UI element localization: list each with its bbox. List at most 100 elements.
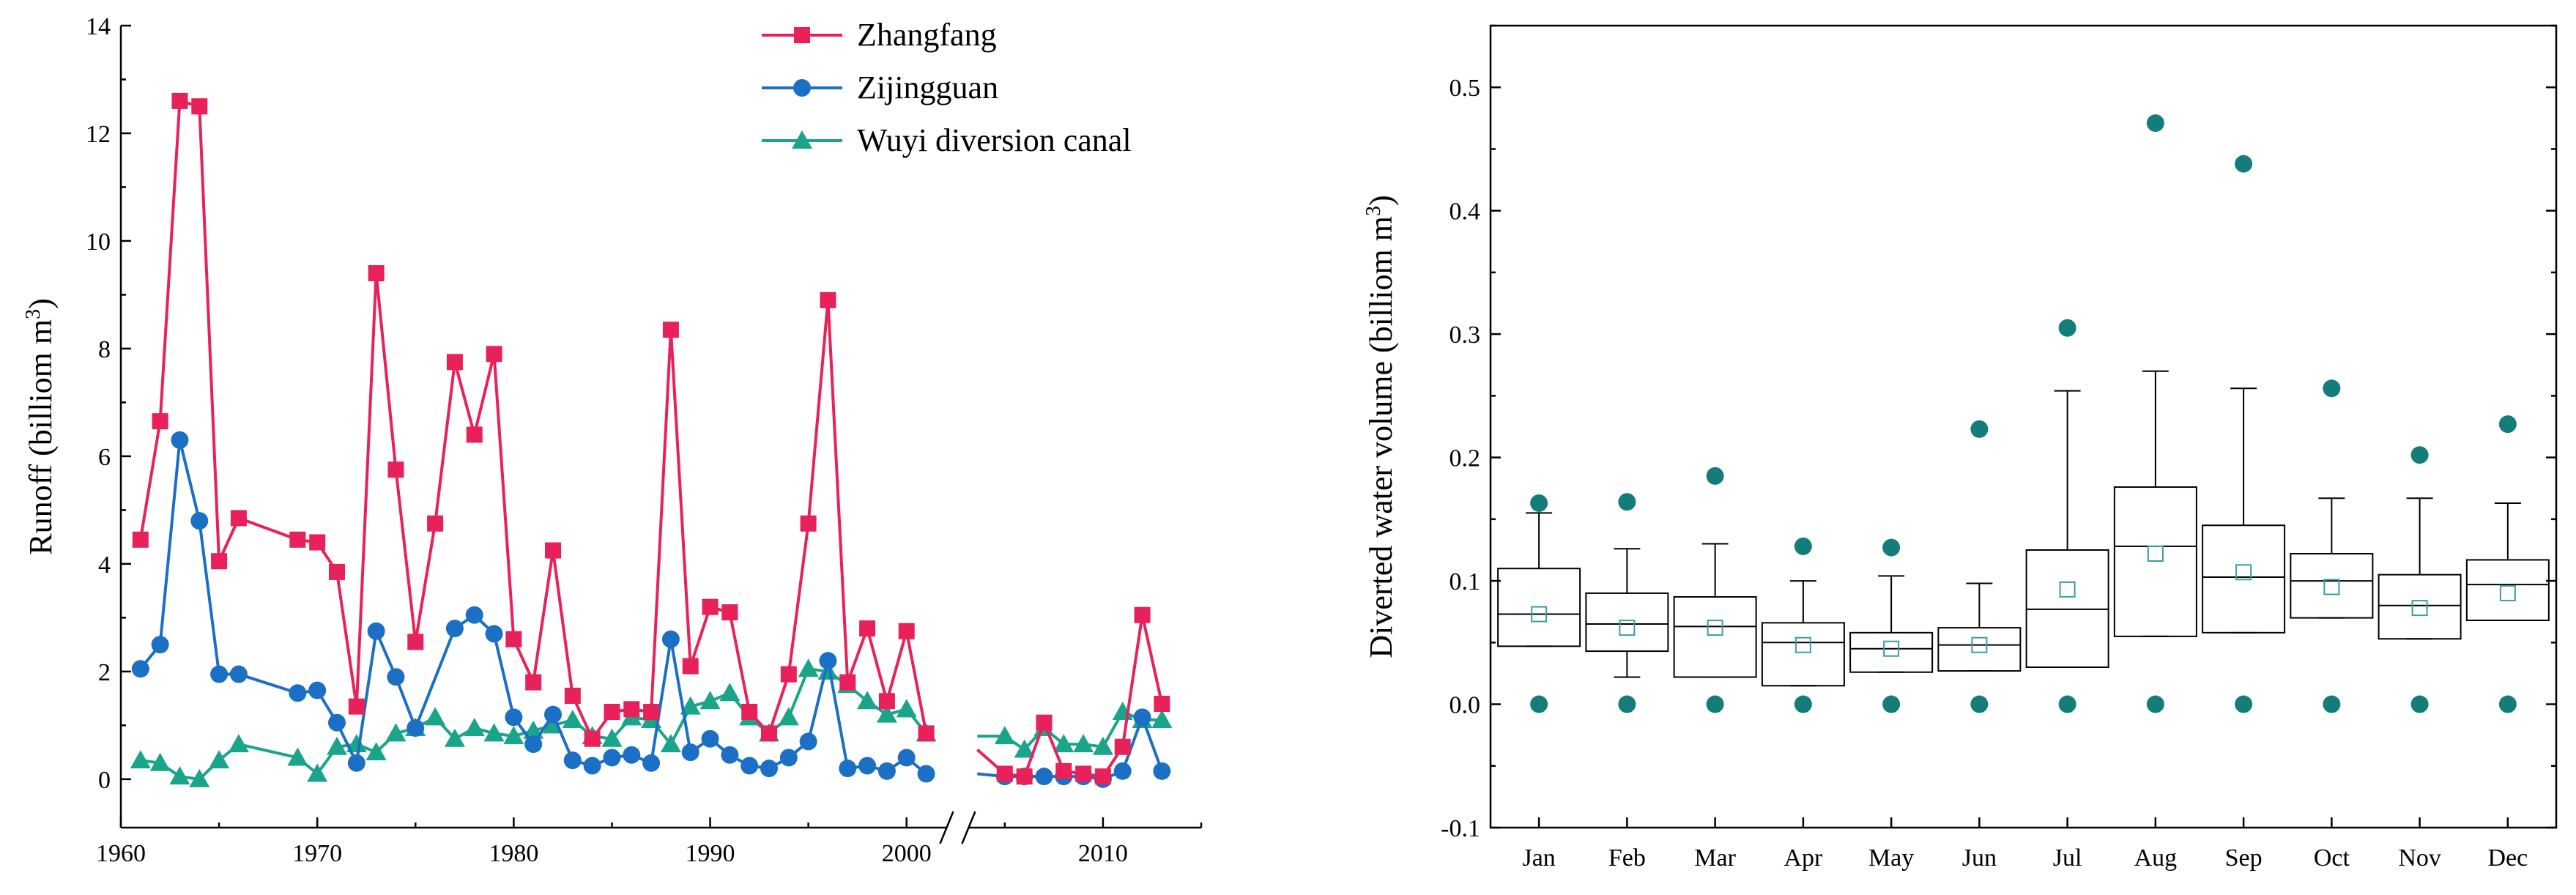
data-point (1154, 695, 1170, 712)
data-point (189, 768, 210, 787)
data-point (563, 751, 582, 770)
x-tick-label: 1960 (96, 840, 146, 867)
data-point (525, 674, 542, 691)
x-tick-label: Aug (2134, 844, 2178, 872)
data-point (1014, 739, 1035, 758)
data-point (307, 763, 328, 782)
data-point (309, 534, 326, 551)
data-point (719, 683, 740, 702)
x-tick-label: Mar (1694, 844, 1736, 872)
data-point (839, 760, 857, 778)
data-point (643, 703, 660, 720)
min-point (1530, 695, 1548, 713)
data-point (564, 687, 581, 704)
min-point (1794, 695, 1812, 713)
x-tick-label: Jun (1962, 844, 1997, 872)
data-point (169, 766, 190, 785)
data-point (839, 674, 856, 691)
y-axis-title-main: Runoff (billiom m (23, 319, 59, 555)
y-tick-label: -0.1 (1441, 815, 1480, 842)
data-point (721, 604, 738, 621)
y-tick-label: 0.5 (1450, 75, 1481, 102)
data-point (385, 723, 407, 742)
series-line (977, 710, 1162, 752)
data-point (365, 742, 387, 761)
data-point (701, 729, 719, 748)
data-point (604, 703, 620, 720)
max-point (1882, 538, 1901, 557)
y-tick-label: 0 (98, 767, 111, 794)
data-point (820, 291, 836, 308)
box-iqr (2290, 553, 2374, 619)
data-point (702, 598, 719, 615)
data-point (798, 658, 819, 677)
data-point (485, 625, 503, 643)
data-point (741, 703, 758, 720)
y-axis-title: Diverted water volume (billiom m3) (1362, 195, 1399, 658)
data-point (778, 707, 799, 726)
data-point (583, 757, 601, 775)
box-iqr (1937, 627, 2022, 672)
data-point (347, 754, 365, 772)
data-point (601, 728, 623, 747)
min-point (2323, 695, 2341, 713)
x-tick-label: 1980 (489, 840, 538, 867)
y-tick-label: 6 (98, 444, 111, 471)
box-iqr (1849, 631, 1934, 673)
data-point (760, 760, 778, 778)
data-point (505, 708, 523, 727)
x-tick-label: Feb (1608, 844, 1646, 872)
x-tick-label: 1990 (686, 840, 735, 867)
data-point (662, 322, 679, 338)
data-point (191, 98, 208, 115)
x-tick-label: 2010 (1078, 840, 1128, 867)
box-aug: Aug (2113, 114, 2197, 872)
data-point (427, 515, 444, 532)
data-point (132, 531, 149, 548)
min-point (1970, 695, 1989, 713)
x-tick-label: 1970 (292, 840, 342, 867)
min-point (1618, 695, 1636, 713)
data-point (896, 699, 917, 718)
y-tick-label: 0.4 (1450, 198, 1481, 226)
data-point (171, 431, 189, 449)
y-tick-label: 14 (86, 13, 111, 40)
mean-marker (2411, 600, 2428, 617)
data-point (876, 704, 897, 723)
legend-marker (792, 130, 812, 149)
data-point (230, 510, 247, 527)
data-point (897, 749, 916, 767)
mean-marker (1794, 636, 1811, 653)
data-point (505, 631, 522, 647)
x-tick-label: Apr (1783, 844, 1823, 872)
max-point (1794, 537, 1812, 555)
y-tick-label: 12 (86, 121, 111, 148)
max-point (1530, 494, 1548, 512)
data-point (387, 668, 405, 686)
data-point (152, 413, 168, 430)
box-nov: Nov (2378, 446, 2462, 872)
data-point (1053, 734, 1074, 753)
data-point (1151, 710, 1173, 729)
data-point (503, 726, 524, 745)
data-point (1114, 738, 1131, 755)
box-iqr (1585, 592, 1669, 653)
data-point (425, 707, 446, 726)
max-point (2058, 319, 2076, 337)
legend-label: Wuyi diversion canal (857, 122, 1132, 158)
data-point (996, 765, 1013, 782)
y-axis-title: Runoff (billiom m3) (22, 298, 59, 555)
mean-marker (2499, 584, 2516, 601)
data-point (1153, 762, 1171, 780)
y-tick-label: 0.3 (1450, 322, 1481, 349)
data-point (348, 698, 365, 715)
min-point (2235, 695, 2253, 713)
data-point (859, 620, 876, 637)
box-iqr (2465, 559, 2550, 621)
data-point (858, 757, 877, 775)
data-point (660, 734, 681, 753)
series-line (976, 614, 1164, 779)
box-feb: Feb (1585, 493, 1669, 872)
max-point (2146, 114, 2164, 133)
max-point (2323, 379, 2341, 398)
